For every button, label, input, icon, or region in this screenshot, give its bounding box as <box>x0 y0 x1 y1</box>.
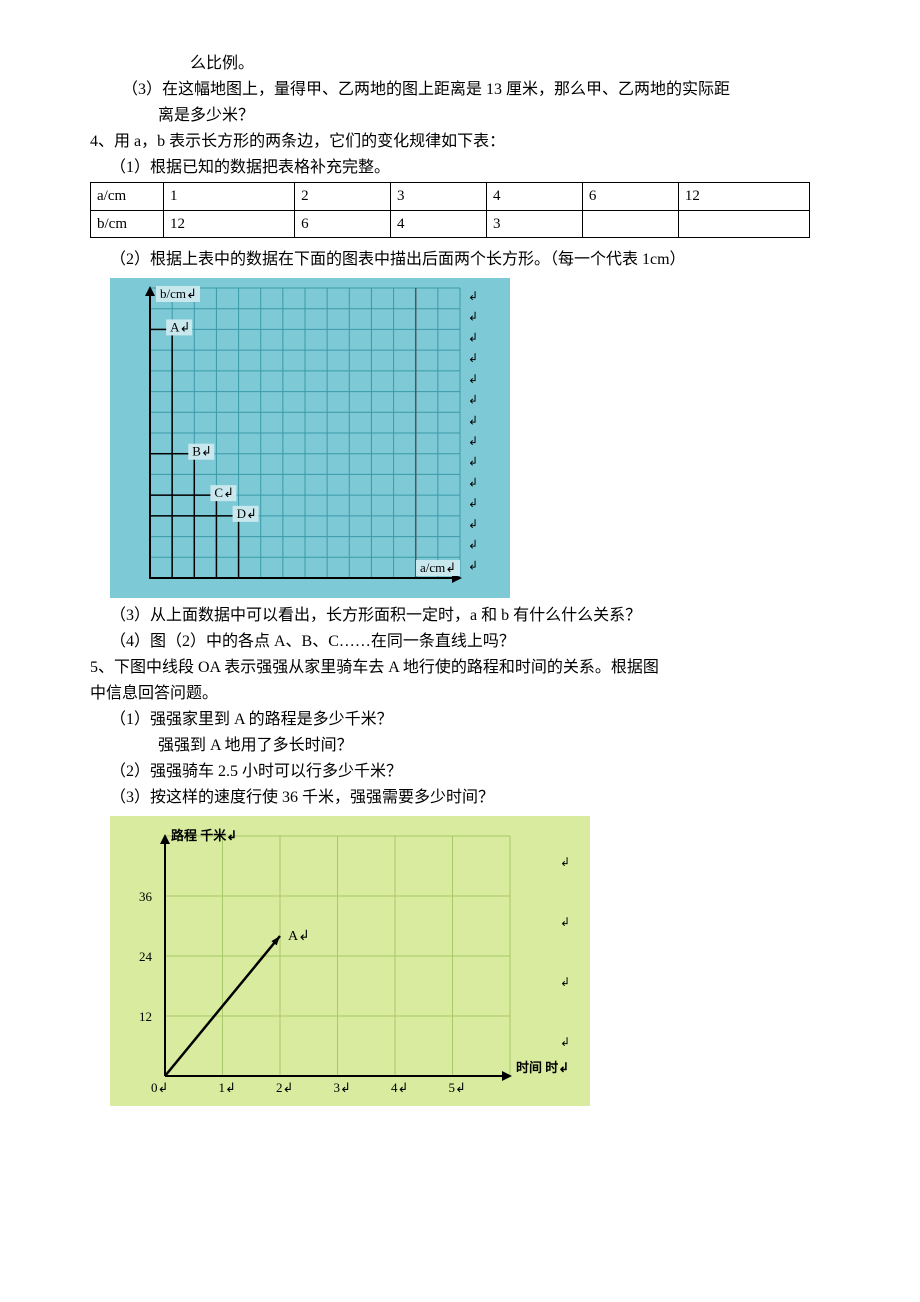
q5-s3: （3）按这样的速度行使 36 千米，强强需要多少时间？ <box>50 786 870 810</box>
svg-text:4↲: 4↲ <box>391 1080 408 1095</box>
svg-text:↲: ↲ <box>468 330 478 344</box>
svg-text:A↲: A↲ <box>288 929 310 944</box>
q3-line1: （3）在这幅地图上，量得甲、乙两地的图上距离是 13 厘米，那么甲、乙两地的实际… <box>50 78 870 102</box>
svg-text:↲: ↲ <box>468 558 478 572</box>
svg-text:↲: ↲ <box>468 475 478 489</box>
chart2-container: 路程 千米↲ 时间 时↲ 12 24 36 1↲ 2↲ 3↲ 4↲ 5↲ 0↲ A↲ ↲ ↲ ↲ ↲ <box>110 816 870 1106</box>
q5-s1b: 强强到 A 地用了多长时间？ <box>50 734 870 758</box>
table-row: a/cm 1 2 3 4 6 12 <box>91 183 810 211</box>
q4-sub3: （3）从上面数据中可以看出，长方形面积一定时，a 和 b 有什么什么关系？ <box>50 604 870 628</box>
svg-text:B↲: B↲ <box>192 444 212 459</box>
svg-text:24: 24 <box>139 949 153 964</box>
q4-table: a/cm 1 2 3 4 6 12 b/cm 12 6 4 3 <box>90 182 810 238</box>
svg-text:a/cm↲: a/cm↲ <box>420 560 456 575</box>
svg-text:↲: ↲ <box>468 310 478 324</box>
svg-text:A↲: A↲ <box>170 319 190 334</box>
svg-text:↲: ↲ <box>560 915 570 929</box>
svg-text:2↲: 2↲ <box>276 1080 293 1095</box>
q4-sub4: （4）图（2）中的各点 A、B、C……在同一条直线上吗？ <box>50 630 870 654</box>
svg-text:↲: ↲ <box>560 1035 570 1049</box>
q3-line2: 离是多少米？ <box>50 104 870 128</box>
svg-text:↲: ↲ <box>468 372 478 386</box>
svg-text:36: 36 <box>139 889 153 904</box>
svg-text:↲: ↲ <box>468 496 478 510</box>
chart1-svg: b/cm↲ a/cm↲ A↲ B↲ C↲D↲ ↲ ↲ ↲ ↲ ↲ ↲ ↲ ↲ ↲ ↲ ↲ ↲ ↲ ↲ <box>110 278 510 598</box>
svg-text:↲: ↲ <box>468 538 478 552</box>
svg-text:↲: ↲ <box>468 434 478 448</box>
svg-text:5↲: 5↲ <box>449 1080 466 1095</box>
svg-text:↲: ↲ <box>468 455 478 469</box>
table-row: b/cm 12 6 4 3 <box>91 210 810 238</box>
svg-text:3↲: 3↲ <box>334 1080 351 1095</box>
svg-text:↲: ↲ <box>560 975 570 989</box>
frag-line: 么比例。 <box>50 52 870 76</box>
svg-text:12: 12 <box>139 1009 152 1024</box>
svg-text:↲: ↲ <box>468 413 478 427</box>
svg-text:路程 千米↲: 路程 千米↲ <box>171 828 237 843</box>
svg-text:C↲: C↲ <box>214 485 234 500</box>
svg-text:↲: ↲ <box>468 517 478 531</box>
q5-head1: 5、下图中线段 OA 表示强强从家里骑车去 A 地行使的路程和时间的关系。根据图 <box>50 656 870 680</box>
svg-text:1↲: 1↲ <box>219 1080 236 1095</box>
svg-text:0↲: 0↲ <box>151 1080 168 1095</box>
q4-head: 4、用 a，b 表示长方形的两条边，它们的变化规律如下表： <box>50 130 870 154</box>
q5-head2: 中信息回答问题。 <box>50 682 870 706</box>
q4-sub1: （1）根据已知的数据把表格补充完整。 <box>50 156 870 180</box>
svg-text:↲: ↲ <box>468 351 478 365</box>
q5-s2: （2）强强骑车 2.5 小时可以行多少千米？ <box>50 760 870 784</box>
svg-text:↲: ↲ <box>468 393 478 407</box>
svg-text:↲: ↲ <box>560 855 570 869</box>
q4-sub2: （2）根据上表中的数据在下面的图表中描出后面两个长方形。（每一个代表 1cm） <box>50 248 870 272</box>
svg-text:时间 时↲: 时间 时↲ <box>516 1060 569 1075</box>
svg-text:D↲: D↲ <box>237 506 257 521</box>
chart1-container: b/cm↲ a/cm↲ A↲ B↲ C↲D↲ ↲ ↲ ↲ ↲ ↲ ↲ ↲ ↲ ↲ ↲ ↲ ↲ ↲ ↲ <box>110 278 870 598</box>
q5-s1a: （1）强强家里到 A 的路程是多少千米？ <box>50 708 870 732</box>
svg-text:b/cm↲: b/cm↲ <box>160 286 197 301</box>
svg-text:↲: ↲ <box>468 289 478 303</box>
chart2-svg: 路程 千米↲ 时间 时↲ 12 24 36 1↲ 2↲ 3↲ 4↲ 5↲ 0↲ A↲ ↲ ↲ ↲ ↲ <box>110 816 590 1106</box>
